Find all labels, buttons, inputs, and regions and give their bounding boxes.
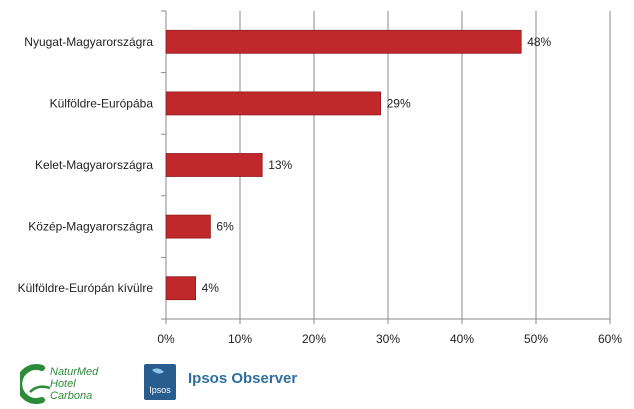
category-label: Nyugat-Magyarországra (24, 35, 153, 49)
category-label: Külföldre-Európán kívülre (18, 281, 154, 295)
data-labels: 48% 29% 13% 6% 4% (202, 35, 552, 295)
x-tick-label: 60% (598, 332, 622, 346)
chart-grid (239, 11, 611, 319)
ipsos-logo: Ipsos (144, 364, 176, 400)
bar (165, 214, 211, 239)
ipsos-logo-text: Ipsos (149, 385, 171, 395)
x-tick-labels: 0% 10% 20% 30% 40% 50% 60% (157, 332, 622, 346)
chart-bars (165, 29, 522, 301)
bar (165, 29, 522, 54)
data-label: 4% (202, 281, 220, 295)
x-tick-label: 20% (302, 332, 326, 346)
x-tick-label: 50% (524, 332, 548, 346)
category-label: Közép-Magyarországra (28, 220, 153, 234)
data-label: 13% (268, 158, 292, 172)
x-tick-label: 10% (228, 332, 252, 346)
bar (165, 276, 197, 301)
naturmed-logo-line2: Hotel (50, 378, 76, 390)
category-label: Külföldre-Európába (50, 96, 154, 110)
category-label: Kelet-Magyarországra (35, 158, 153, 172)
naturmed-logo-line1: NaturMed (50, 366, 99, 378)
footer-logos: NaturMed Hotel Carbona Ipsos Ipsos Obser… (0, 356, 634, 409)
bar (165, 91, 382, 116)
x-tick-label: 40% (450, 332, 474, 346)
naturmed-hotel-logo: NaturMed Hotel Carbona (20, 364, 99, 404)
bar-chart: Nyugat-Magyarországra Külföldre-Európába K… (18, 10, 622, 346)
bar (165, 153, 263, 177)
naturmed-logo-line3: Carbona (50, 390, 92, 402)
data-label: 6% (216, 220, 234, 234)
data-label: 29% (387, 96, 411, 110)
category-labels: Nyugat-Magyarországra Külföldre-Európába K… (18, 35, 154, 295)
x-tick-label: 30% (376, 332, 400, 346)
x-tick-label: 0% (157, 332, 175, 346)
ipsos-observer-label: Ipsos Observer (188, 370, 298, 387)
data-label: 48% (527, 35, 551, 49)
